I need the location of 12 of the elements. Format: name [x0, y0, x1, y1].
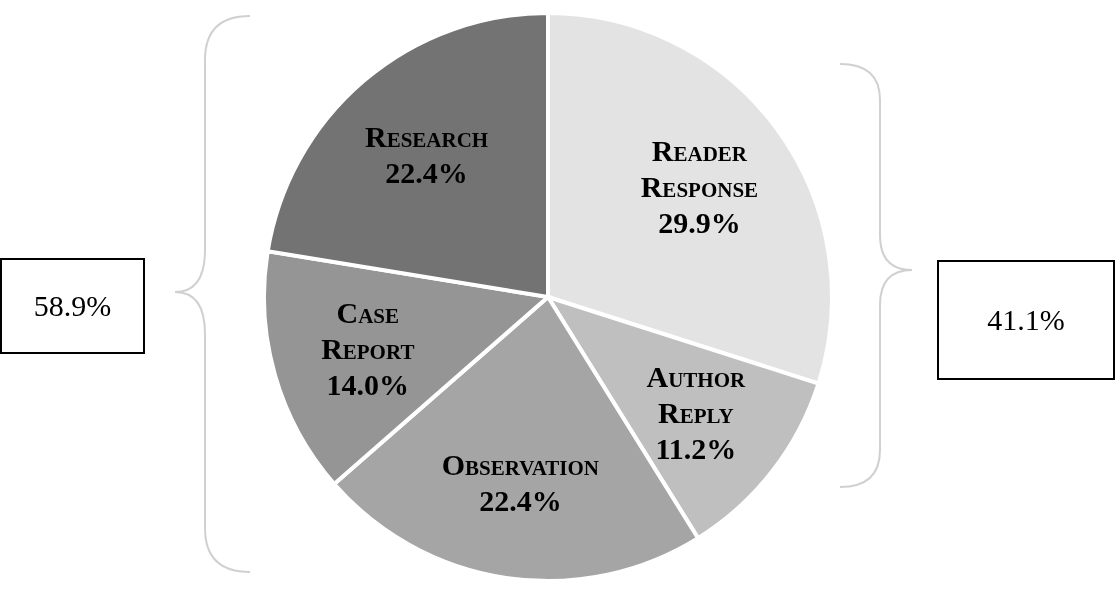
slice-label: Case Report	[321, 296, 415, 365]
slice-label: Observation	[441, 447, 599, 481]
data-label: 22.4%	[479, 483, 562, 517]
data-label: 11.2%	[655, 431, 737, 465]
data-label: 22.4%	[385, 155, 468, 189]
data-label: 29.9%	[658, 205, 741, 239]
data-label: 14.0%	[326, 368, 410, 401]
text: 41.1%	[937, 260, 1115, 380]
slice-label: Research	[365, 119, 489, 153]
slice-label: Reader Response	[640, 133, 759, 203]
slice-label: Author Reply	[646, 359, 747, 429]
text: 58.9%	[0, 258, 145, 354]
